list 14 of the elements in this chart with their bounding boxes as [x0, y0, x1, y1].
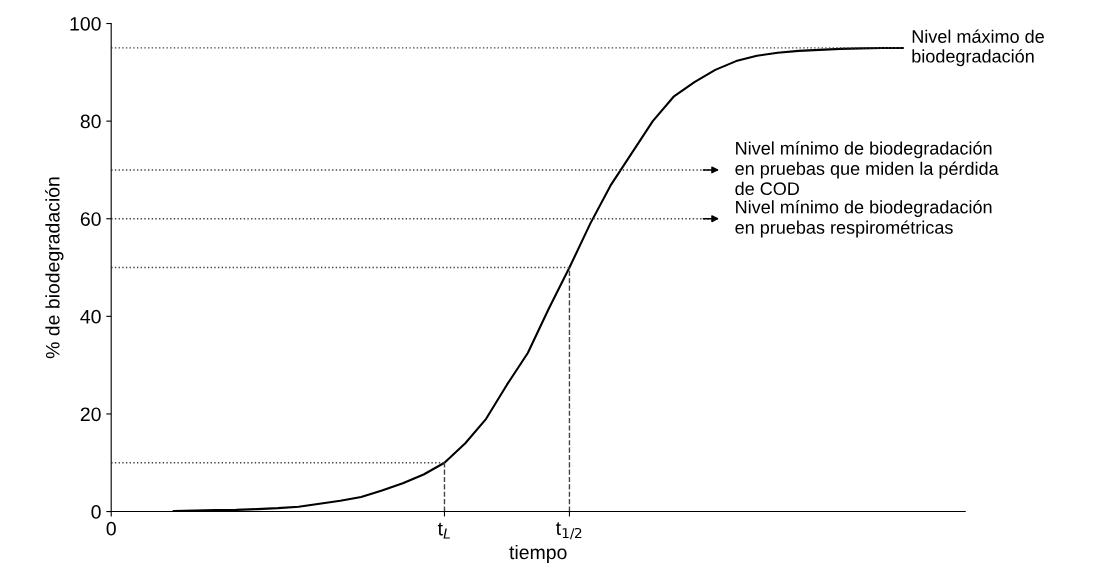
ref-line-label: Nivel mínimo de biodegradación en pruebas respirométricas [735, 200, 992, 238]
ref-line-label: Nivel máximo de biodegradación [912, 29, 1044, 67]
y-tick-label: 100 [70, 16, 101, 31]
y-tick-label: 60 [80, 212, 101, 226]
x-tick-label: 0 [106, 521, 116, 536]
x-axis-title: tiempo [509, 544, 567, 564]
x-tick-label: t$_{1/2}$ [555, 522, 582, 540]
y-tick-label: 40 [80, 309, 101, 324]
x-tick-label: t$_{L}$ [437, 522, 450, 539]
y-axis-title: % de biodegradación [45, 177, 64, 359]
y-tick-label: 80 [80, 114, 101, 129]
ref-line-label: Nivel mínimo de biodegradación en pruebas que miden la pérdida de COD [735, 141, 999, 196]
y-tick-label: 0 [91, 505, 101, 519]
y-tick-label: 20 [80, 407, 101, 422]
